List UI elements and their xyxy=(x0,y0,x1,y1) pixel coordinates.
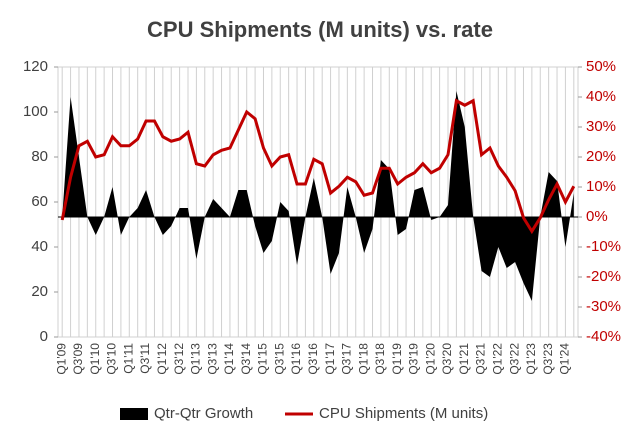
x-tick-label: Q1'23 xyxy=(524,343,538,375)
line xyxy=(60,98,576,235)
x-tick-label: Q3'17 xyxy=(340,343,354,375)
x-tick-label: Q3'19 xyxy=(407,343,421,375)
y2-tick-label: 40% xyxy=(586,88,616,105)
x-tick-label: Q1'18 xyxy=(356,343,370,375)
x-tick-label: Q3'11 xyxy=(138,343,152,374)
y-tick-label: 20 xyxy=(31,283,48,300)
y-tick-label: 100 xyxy=(23,103,48,120)
x-tick-label: Q1'11 xyxy=(121,343,135,374)
x-tick-label: Q1'10 xyxy=(88,343,102,375)
x-tick-label: Q3'23 xyxy=(541,343,555,375)
y-tick-label: 120 xyxy=(23,58,48,75)
x-tick-label: Q3'16 xyxy=(306,343,320,375)
area xyxy=(62,91,574,301)
y-tick-label: 40 xyxy=(31,238,48,255)
x-tick-label: Q3'21 xyxy=(474,343,488,375)
x-tick-label: Q1'21 xyxy=(457,343,471,375)
y2-tick-label: -30% xyxy=(586,298,621,315)
chart-title: CPU Shipments (M units) vs. rate xyxy=(147,17,493,42)
legend-label: Qtr-Qtr Growth xyxy=(154,405,253,422)
x-tick-label: Q3'15 xyxy=(272,343,286,375)
x-tick-label: Q1'09 xyxy=(54,343,68,375)
y2-tick-label: -10% xyxy=(586,238,621,255)
y-tick-label: 80 xyxy=(31,148,48,165)
y2-tick-label: -20% xyxy=(586,268,621,285)
y2-tick-label: 20% xyxy=(586,148,616,165)
x-tick-label: Q3'14 xyxy=(239,343,253,375)
x-tick-label: Q3'20 xyxy=(440,343,454,375)
x-tick-label: Q1'15 xyxy=(256,343,270,375)
y2-tick-label: -40% xyxy=(586,328,621,345)
y-tick-label: 0 xyxy=(40,328,48,345)
x-tick-label: Q1'24 xyxy=(558,343,572,375)
x-tick-label: Q3'12 xyxy=(172,343,186,375)
x-tick-label: Q3'22 xyxy=(507,343,521,375)
x-tick-label: Q3'18 xyxy=(373,343,387,375)
x-tick-label: Q3'13 xyxy=(205,343,219,375)
x-tick-label: Q1'22 xyxy=(490,343,504,375)
x-tick-label: Q3'09 xyxy=(71,343,85,375)
x-tick-label: Q1'14 xyxy=(222,343,236,375)
x-tick-label: Q3'10 xyxy=(105,343,119,375)
y2-tick-label: 0% xyxy=(586,208,608,225)
x-tick-label: Q1'19 xyxy=(390,343,404,375)
y2-tick-label: 10% xyxy=(586,178,616,195)
y-tick-label: 60 xyxy=(31,193,48,210)
x-tick-label: Q1'12 xyxy=(155,343,169,375)
x-tick-label: Q1'13 xyxy=(189,343,203,375)
legend-label: CPU Shipments (M units) xyxy=(319,405,488,422)
x-tick-label: Q1'16 xyxy=(289,343,303,375)
x-tick-label: Q1'20 xyxy=(423,343,437,375)
legend-swatch xyxy=(120,408,148,420)
x-tick-label: Q1'17 xyxy=(323,343,337,375)
y2-tick-label: 30% xyxy=(586,118,616,135)
y2-tick-label: 50% xyxy=(586,58,616,75)
